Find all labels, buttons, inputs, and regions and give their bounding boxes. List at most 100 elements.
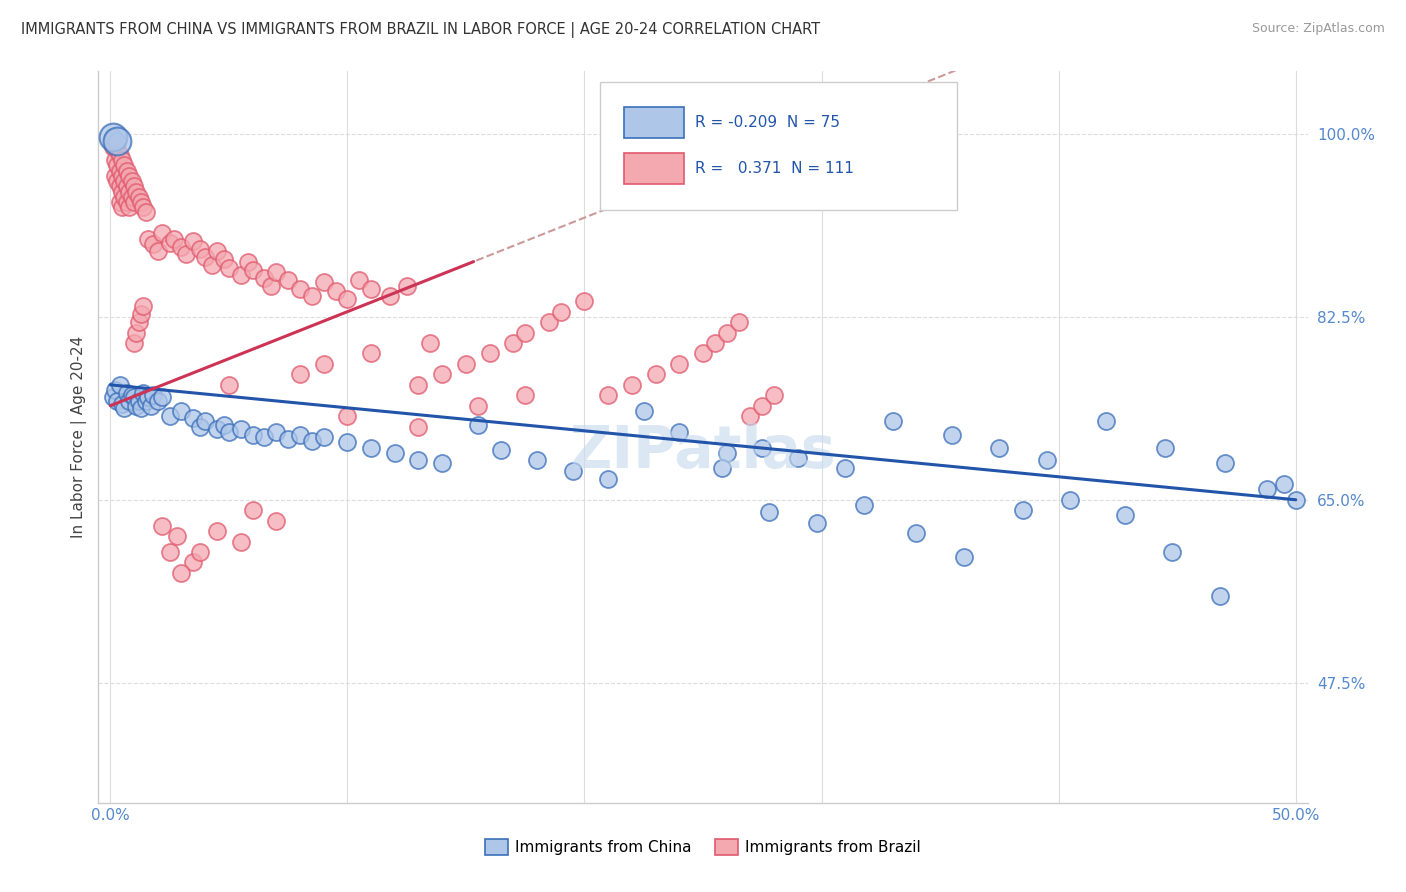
Point <box>537 315 560 329</box>
Point <box>336 409 359 424</box>
Text: Source: ZipAtlas.com: Source: ZipAtlas.com <box>1251 22 1385 36</box>
Point <box>114 158 136 172</box>
Point <box>288 428 311 442</box>
Point <box>212 417 235 432</box>
Point <box>205 244 228 258</box>
Point <box>159 545 181 559</box>
Point <box>135 205 157 219</box>
Point <box>118 393 141 408</box>
Point <box>491 442 513 457</box>
Point <box>620 377 643 392</box>
Point <box>152 390 174 404</box>
Point <box>101 132 124 146</box>
Point <box>121 388 143 402</box>
Text: IMMIGRANTS FROM CHINA VS IMMIGRANTS FROM BRAZIL IN LABOR FORCE | AGE 20-24 CORRE: IMMIGRANTS FROM CHINA VS IMMIGRANTS FROM… <box>21 22 820 38</box>
Point <box>128 190 150 204</box>
Point <box>574 294 596 309</box>
Point <box>122 336 145 351</box>
Point <box>218 425 240 439</box>
Point <box>190 419 212 434</box>
Point <box>1272 477 1295 491</box>
Point <box>1285 492 1308 507</box>
Point <box>236 254 259 268</box>
Point <box>201 258 224 272</box>
Point <box>432 456 454 470</box>
Point <box>716 446 738 460</box>
Point <box>668 425 690 439</box>
Point <box>260 278 283 293</box>
Point <box>432 368 454 382</box>
Point <box>170 566 193 580</box>
Point <box>806 516 828 530</box>
Point <box>1095 414 1118 428</box>
Point <box>703 336 725 351</box>
Point <box>125 399 148 413</box>
Point <box>105 174 128 188</box>
Point <box>152 519 174 533</box>
Point <box>205 422 228 436</box>
Point <box>1256 483 1278 497</box>
Point <box>264 425 287 439</box>
Point <box>163 231 186 245</box>
Point <box>174 247 197 261</box>
Point <box>277 432 299 446</box>
Point <box>132 200 155 214</box>
Point <box>882 414 904 428</box>
Point <box>526 453 548 467</box>
Point <box>716 326 738 340</box>
Point <box>108 148 131 162</box>
Point <box>467 399 489 413</box>
Point <box>105 134 128 148</box>
Point <box>941 428 963 442</box>
Point <box>751 399 773 413</box>
Point <box>644 368 666 382</box>
Point <box>105 158 128 172</box>
Point <box>1036 453 1059 467</box>
Point <box>181 411 204 425</box>
Point <box>170 240 193 254</box>
Point <box>242 428 264 442</box>
Point <box>218 377 240 392</box>
Point <box>378 289 401 303</box>
Point <box>129 194 152 209</box>
Point <box>101 390 124 404</box>
Point <box>111 169 134 183</box>
Point <box>478 346 501 360</box>
Point <box>101 139 124 153</box>
Point <box>105 136 128 150</box>
Point <box>301 434 323 449</box>
Point <box>129 307 152 321</box>
Point <box>288 368 311 382</box>
Point <box>668 357 690 371</box>
Point <box>218 260 240 275</box>
Point <box>108 377 131 392</box>
FancyBboxPatch shape <box>624 107 683 138</box>
Point <box>115 386 138 401</box>
Point <box>122 194 145 209</box>
Point <box>105 134 128 148</box>
Point <box>408 377 430 392</box>
Point <box>190 545 212 559</box>
FancyBboxPatch shape <box>624 153 683 184</box>
Point <box>758 505 780 519</box>
Point <box>122 390 145 404</box>
Point <box>786 450 808 465</box>
Point <box>118 185 141 199</box>
Point <box>1161 545 1184 559</box>
Point <box>288 282 311 296</box>
Point <box>139 399 162 413</box>
Text: R =   0.371  N = 111: R = 0.371 N = 111 <box>695 161 853 176</box>
Point <box>132 300 155 314</box>
Text: R = -0.209  N = 75: R = -0.209 N = 75 <box>695 115 839 130</box>
FancyBboxPatch shape <box>600 82 957 211</box>
Point <box>312 430 335 444</box>
Point <box>384 446 406 460</box>
Point <box>146 244 169 258</box>
Point <box>114 401 136 415</box>
Point <box>105 393 128 408</box>
Point <box>751 441 773 455</box>
Point <box>104 383 127 397</box>
Point <box>142 236 165 251</box>
Point <box>115 179 138 194</box>
Point <box>853 498 876 512</box>
